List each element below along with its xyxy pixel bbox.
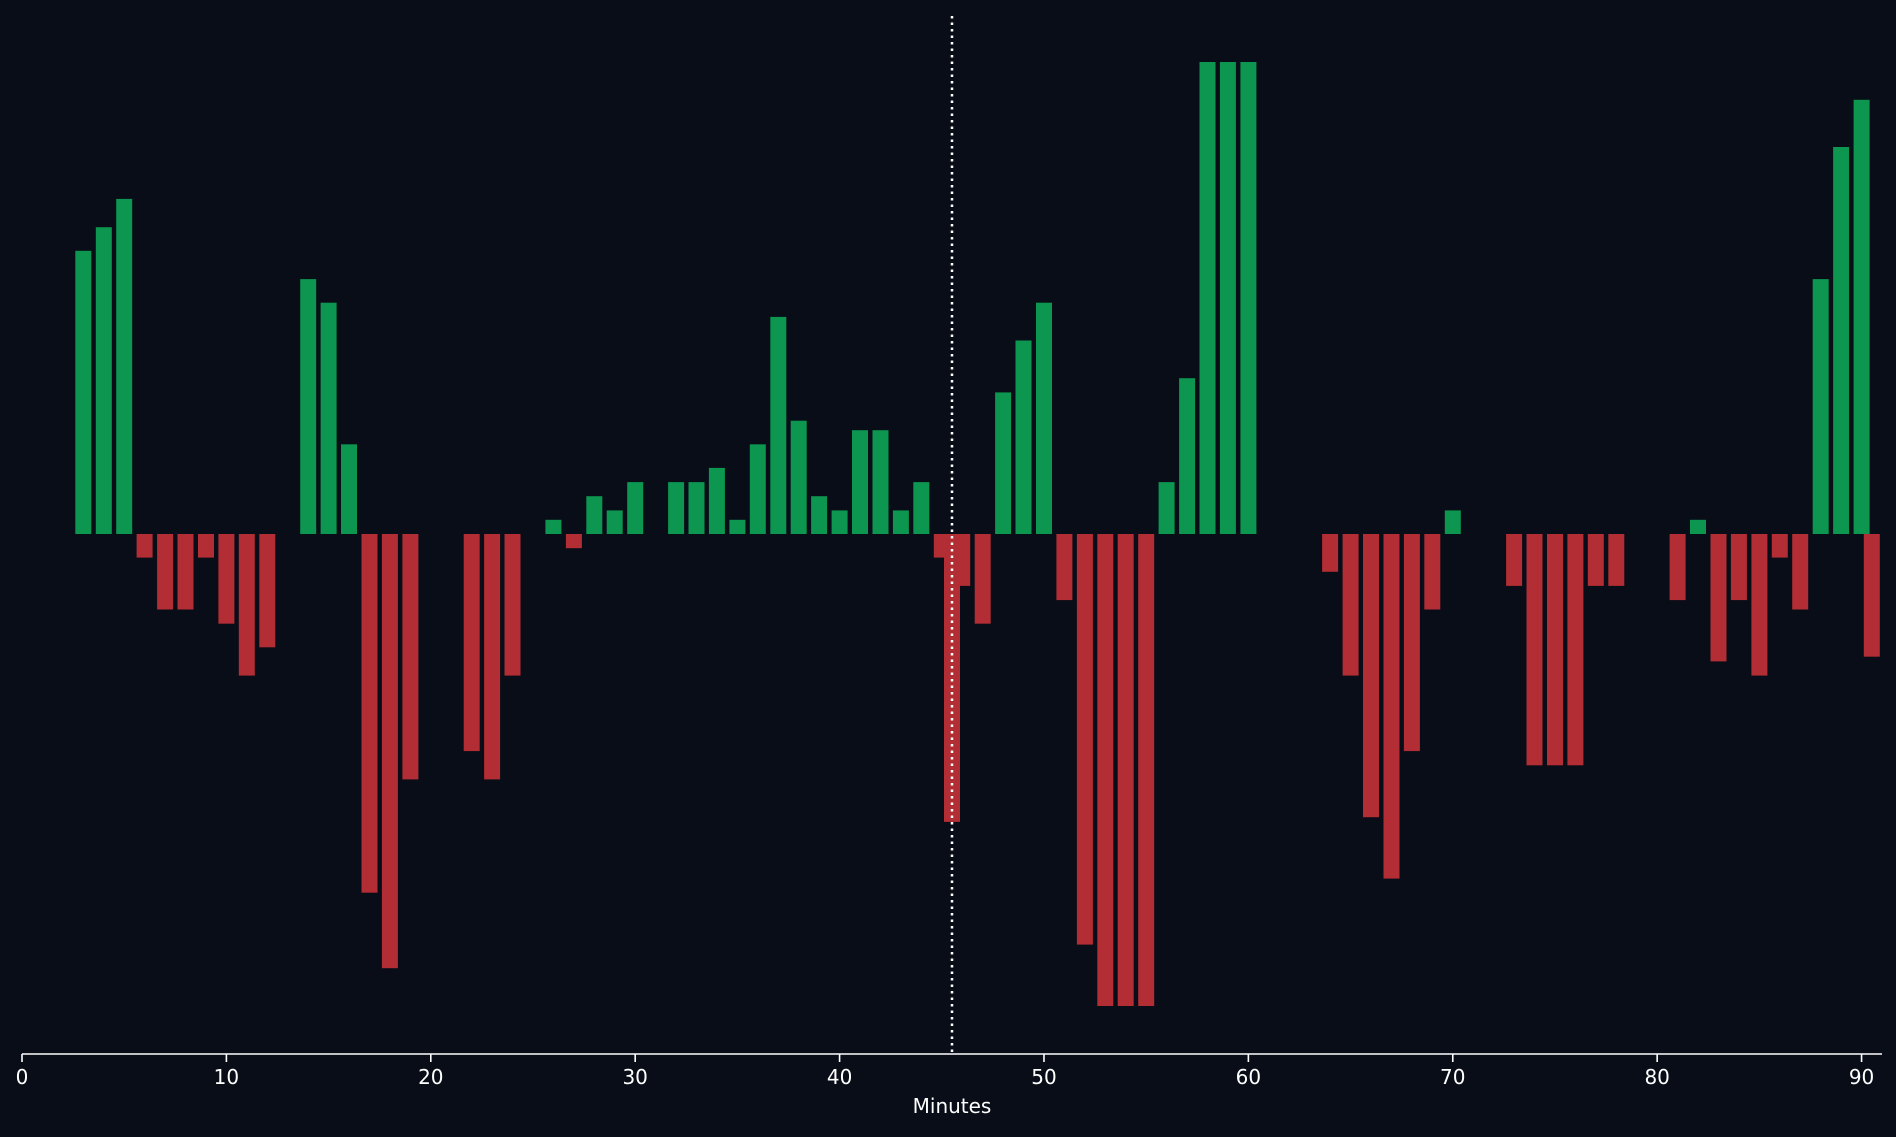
negative-bar xyxy=(504,534,521,676)
negative-bar xyxy=(1322,534,1339,572)
x-tick-label: 90 xyxy=(1849,1065,1874,1089)
x-tick-label: 50 xyxy=(1031,1065,1056,1089)
positive-bar xyxy=(1036,302,1052,534)
negative-bar xyxy=(218,534,235,624)
negative-bar xyxy=(944,534,960,822)
negative-bar xyxy=(1710,534,1727,662)
negative-bar xyxy=(1547,534,1563,766)
positive-bar xyxy=(749,444,766,534)
negative-bar xyxy=(565,534,582,549)
positive-bar xyxy=(1853,99,1870,535)
negative-bar xyxy=(1403,534,1420,752)
negative-bar xyxy=(1383,534,1400,879)
x-axis-label: Minutes xyxy=(913,1094,992,1118)
negative-bar xyxy=(1076,534,1093,945)
positive-bar xyxy=(852,430,868,534)
negative-bar xyxy=(1363,534,1379,818)
negative-bar xyxy=(1608,534,1625,586)
positive-bar xyxy=(1812,279,1829,534)
x-tick-label: 40 xyxy=(827,1065,852,1089)
negative-bar xyxy=(463,534,480,752)
x-tick-label: 80 xyxy=(1644,1065,1669,1089)
x-tick-label: 70 xyxy=(1440,1065,1465,1089)
negative-bar xyxy=(259,534,276,648)
negative-bar xyxy=(1567,534,1584,766)
negative-bar xyxy=(177,534,194,610)
negative-bar xyxy=(1771,534,1788,558)
positive-bar xyxy=(668,482,685,534)
negative-bar xyxy=(381,534,398,969)
positive-bar xyxy=(545,519,562,534)
positive-bar xyxy=(831,510,848,534)
positive-bar xyxy=(729,519,746,534)
positive-bar xyxy=(708,467,725,534)
negative-bar xyxy=(1117,534,1134,1006)
negative-bar xyxy=(1506,534,1523,586)
positive-bar xyxy=(95,227,112,534)
positive-bar xyxy=(1240,62,1257,534)
negative-bar xyxy=(1751,534,1768,676)
negative-bar xyxy=(1863,534,1880,657)
negative-bar xyxy=(1097,534,1114,1006)
negative-bar xyxy=(954,534,971,586)
positive-bar xyxy=(1015,340,1032,534)
negative-bar xyxy=(198,534,214,558)
x-axis: 0 10 20 30 40 50 60 70 80 90 xyxy=(16,1053,1882,1089)
negative-bar xyxy=(1730,534,1747,601)
positive-bar xyxy=(586,496,603,534)
negative-bar xyxy=(1587,534,1604,586)
negative-bar xyxy=(1669,534,1686,601)
positive-bar xyxy=(1179,378,1196,534)
negative-bar xyxy=(1056,534,1073,601)
x-tick-label: 0 xyxy=(16,1065,29,1089)
positive-bar xyxy=(75,250,92,535)
negative-bar xyxy=(361,534,378,893)
positive-bar xyxy=(688,482,705,534)
positive-bar xyxy=(790,420,807,534)
negative-bar xyxy=(1792,534,1809,610)
positive-bar xyxy=(872,430,889,534)
positive-bar xyxy=(1690,519,1706,534)
positive-bar xyxy=(995,392,1012,534)
positive-bar xyxy=(913,482,930,534)
x-tick-label: 10 xyxy=(214,1065,239,1089)
negative-bar xyxy=(974,534,991,624)
positive-bar xyxy=(341,444,357,534)
negative-bar xyxy=(1138,534,1155,1006)
positive-bar xyxy=(1199,62,1216,534)
positive-bar xyxy=(770,316,787,534)
negative-bar xyxy=(238,534,255,676)
positive-bar xyxy=(627,482,644,534)
positive-bar xyxy=(116,198,133,534)
positive-bar xyxy=(811,496,828,534)
positive-bar xyxy=(1833,147,1850,534)
bars-layer xyxy=(75,62,1880,1006)
positive-bar xyxy=(1219,62,1236,534)
positive-bar xyxy=(300,279,317,534)
negative-bar xyxy=(1342,534,1359,676)
negative-bar xyxy=(1526,534,1543,766)
x-tick-label: 60 xyxy=(1236,1065,1261,1089)
negative-bar xyxy=(136,534,153,558)
positive-bar xyxy=(1158,482,1175,534)
x-tick-label: 20 xyxy=(418,1065,443,1089)
negative-bar xyxy=(1424,534,1441,610)
positive-bar xyxy=(606,510,623,534)
negative-bar xyxy=(402,534,419,780)
positive-bar xyxy=(892,510,909,534)
negative-bar xyxy=(157,534,174,610)
positive-bar xyxy=(320,302,337,534)
negative-bar xyxy=(484,534,501,780)
x-tick-label: 30 xyxy=(622,1065,647,1089)
positive-bar xyxy=(1444,510,1461,534)
